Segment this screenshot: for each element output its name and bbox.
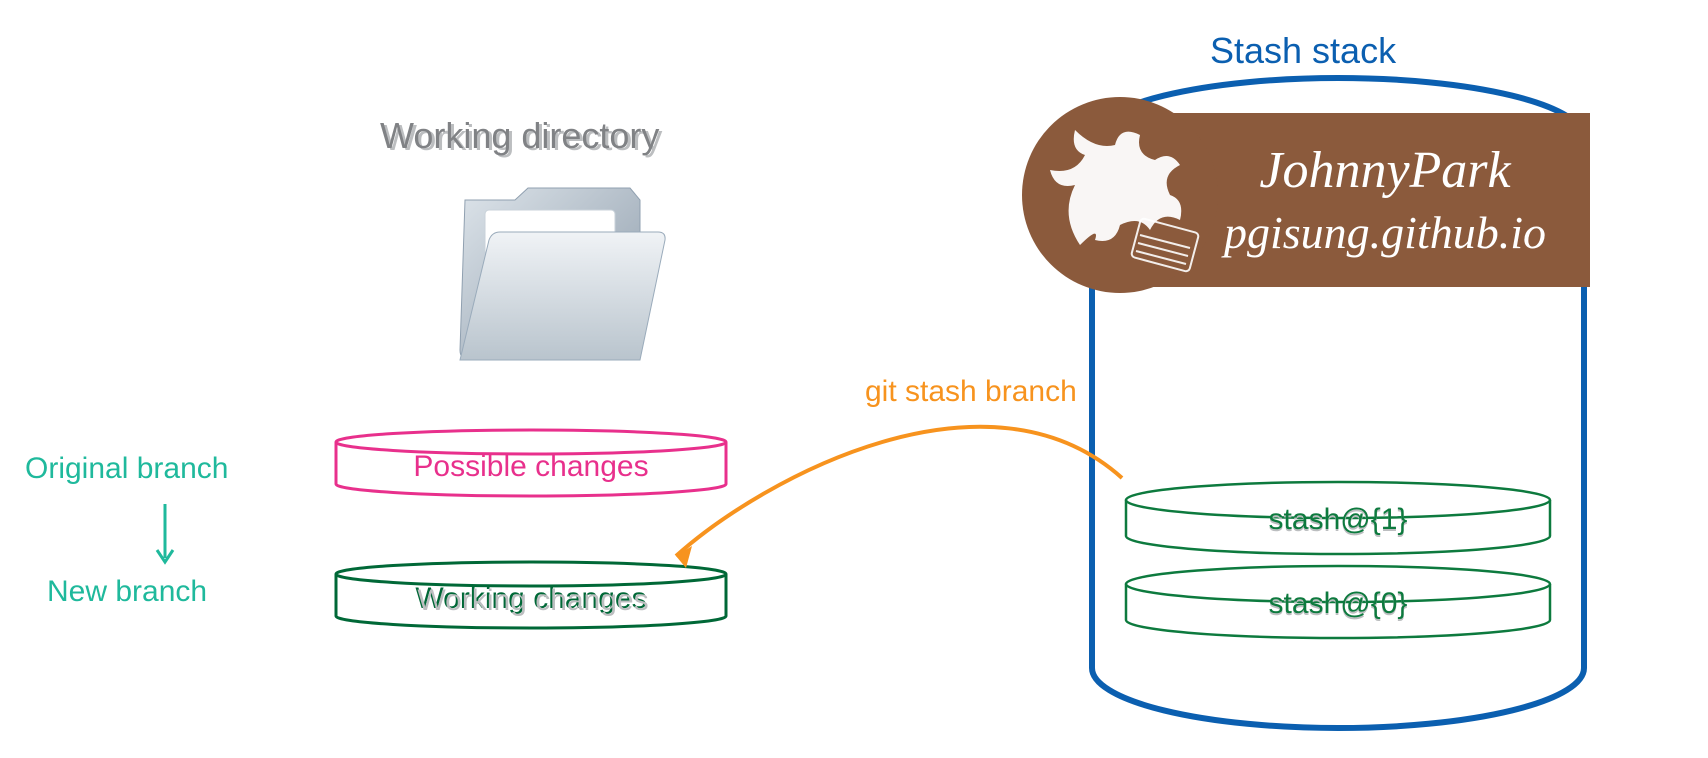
folder-icon	[440, 160, 670, 390]
working-changes-label-shadow: Working changes	[417, 584, 648, 618]
branch-arrow-down-icon	[150, 500, 180, 570]
watermark-url: pgisung.github.io	[1224, 206, 1546, 259]
original-branch-label: Original branch	[25, 452, 228, 486]
new-branch-label: New branch	[47, 575, 207, 609]
working-directory-title: Working directory	[380, 115, 659, 157]
stash-item-label: stash@{0}	[1269, 587, 1408, 621]
watermark-name: JohnnyPark	[1259, 141, 1510, 200]
watermark-badge: JohnnyPark pgisung.github.io	[1020, 95, 1590, 305]
stash-item-label: stash@{1}	[1269, 503, 1408, 537]
stash-stack-title: Stash stack	[1210, 30, 1396, 72]
git-stash-branch-label: git stash branch	[865, 375, 1077, 409]
possible-changes-label: Possible changes	[413, 450, 648, 484]
watermark-avatar-icon	[1020, 95, 1220, 295]
